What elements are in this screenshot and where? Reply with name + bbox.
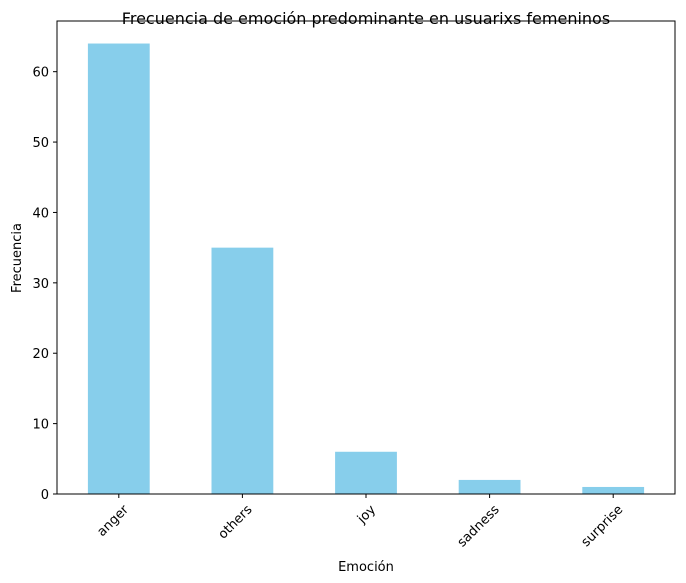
x-tick-label-surprise: surprise — [579, 502, 627, 550]
y-axis: 0 10 20 30 40 50 60 — [32, 66, 57, 503]
bars-group — [87, 43, 645, 495]
chart-title: Frecuencia de emoción predominante en us… — [122, 9, 610, 28]
x-axis-label: Emoción — [338, 560, 394, 575]
bar-joy — [335, 451, 397, 494]
x-tick-label-others: others — [216, 502, 256, 542]
y-tick-label: 50 — [32, 136, 49, 151]
x-tick-label-anger: anger — [95, 502, 133, 540]
y-axis-label: Frecuencia — [10, 223, 25, 293]
y-tick-label: 40 — [32, 206, 49, 221]
bar-anger — [87, 43, 150, 495]
y-tick-label: 30 — [32, 277, 49, 292]
y-tick-label: 0 — [41, 488, 49, 503]
x-tick-label-sadness: sadness — [455, 502, 503, 550]
bar-surprise — [582, 486, 645, 494]
bar-sadness — [458, 479, 521, 494]
y-tick-label: 10 — [32, 418, 49, 433]
x-axis: anger others joy sadness surprise — [95, 494, 627, 550]
bar-others — [211, 247, 274, 494]
y-tick-label: 20 — [32, 347, 49, 362]
y-tick-label: 60 — [32, 66, 49, 81]
x-tick-label-joy: joy — [354, 502, 379, 527]
